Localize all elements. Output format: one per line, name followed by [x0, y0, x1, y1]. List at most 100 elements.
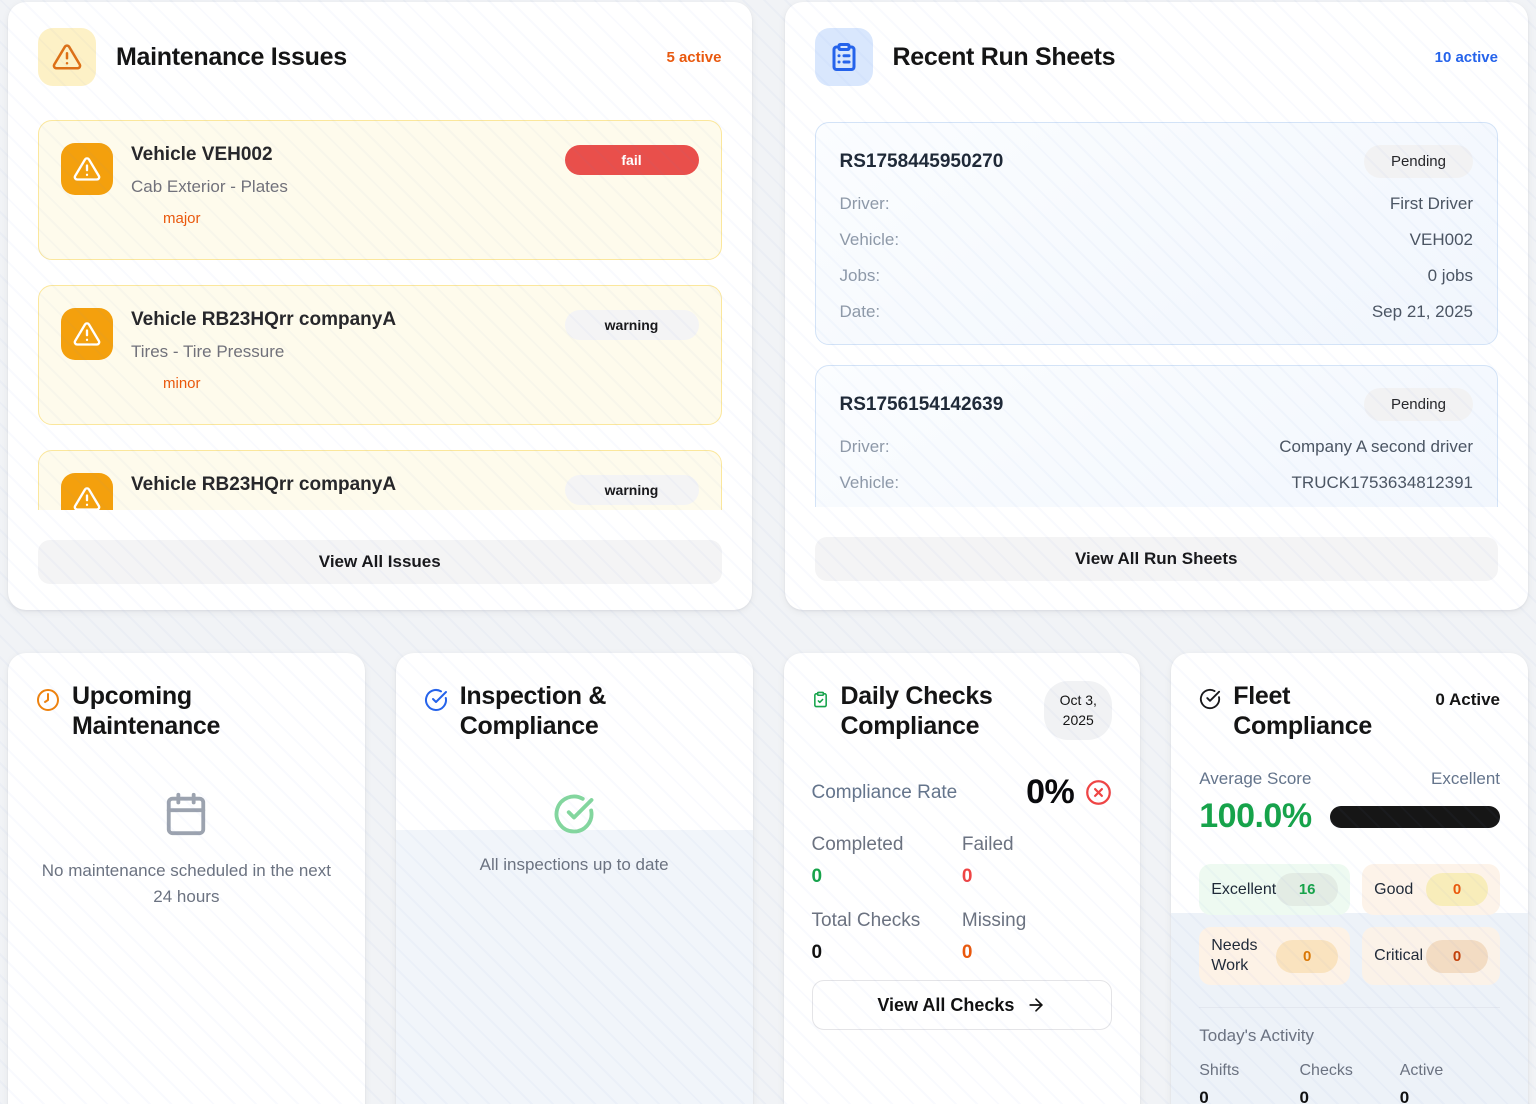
average-score-label: Average Score	[1199, 769, 1312, 788]
view-all-checks-button[interactable]: View All Checks	[811, 980, 1113, 1030]
issue-vehicle: Vehicle RB23HQrr companyA	[131, 309, 397, 330]
divider	[1199, 1007, 1500, 1008]
tile-count-pill: 0	[1426, 873, 1488, 906]
issue-status-badge: fail	[564, 145, 699, 175]
issue-detail: Tires - Tire Pressure	[131, 342, 285, 361]
issue-detail: Cab Exterior - Plates	[131, 177, 288, 196]
vehicle-label: Vehicle:	[839, 230, 900, 249]
compliance-rate-row: Compliance Rate 0%	[812, 773, 1113, 812]
active-count-badge: 10 active	[1434, 48, 1498, 66]
average-score-row: Average Score Excellent	[1199, 769, 1500, 789]
run-sheets-list: RS1758445950270 Pending Driver: First Dri…	[814, 122, 1498, 507]
view-all-issues-button[interactable]: View All Issues	[38, 540, 722, 584]
clipboard-check-icon	[812, 691, 829, 708]
date-label: Date:	[839, 302, 881, 321]
date-badge: Oct 3, 2025	[1044, 681, 1113, 740]
stat-total-checks: Total Checks 0	[811, 910, 921, 963]
card-title: Daily Checks Compliance	[840, 682, 993, 740]
tile-needs-work: Needs Work 0	[1199, 927, 1351, 985]
empty-message: All inspections up to date	[479, 855, 669, 874]
run-sheet-id: RS1756154142639	[839, 393, 1004, 415]
check-circle-icon	[1199, 688, 1221, 710]
check-circle-icon	[553, 793, 595, 835]
todays-activity: Shifts 0 Checks 0 Active 0	[1199, 1062, 1500, 1104]
card-title: Upcoming Maintenance	[72, 682, 221, 740]
x-circle-icon	[1085, 779, 1112, 806]
clipboard-icon	[814, 28, 873, 86]
date-value: Sep 21, 2025	[1371, 302, 1473, 321]
tile-good: Good 0	[1362, 864, 1500, 915]
issue-status-badge: warning	[564, 475, 699, 505]
issue-item[interactable]: Vehicle RB23HQrr companyA Tires - Tire P…	[38, 285, 722, 425]
todays-activity-title: Today's Activity	[1199, 1026, 1314, 1045]
vehicle-value: VEH002	[1409, 230, 1473, 249]
tile-excellent: Excellent 16	[1199, 864, 1351, 915]
run-sheets-header: Recent Run Sheets 10 active	[814, 28, 1498, 86]
activity-active: Active 0	[1399, 1062, 1444, 1104]
compliance-rate-value: 0%	[1026, 773, 1075, 811]
inspection-compliance-card: Inspection & Compliance All inspections …	[395, 653, 753, 1104]
stat-completed: Completed 0	[811, 834, 904, 887]
clock-icon	[36, 688, 60, 712]
driver-label: Driver:	[839, 437, 890, 456]
maintenance-issues-header: Maintenance Issues 5 active	[38, 28, 722, 86]
issue-item[interactable]: Vehicle RB23HQrr companyA warning	[38, 450, 722, 510]
warning-triangle-icon	[38, 28, 96, 86]
bottom-row: Upcoming Maintenance No maintenance sche…	[8, 653, 1528, 1104]
run-sheet-item[interactable]: RS1758445950270 Pending Driver: First Dri…	[814, 122, 1498, 345]
active-count-badge: 5 active	[666, 48, 722, 66]
fleet-score-tiles: Excellent 16 Good 0 Needs Work 0 Critica…	[1199, 864, 1500, 985]
card-title: Maintenance Issues	[116, 42, 347, 71]
issue-severity: minor	[163, 375, 201, 392]
tile-critical: Critical 0	[1362, 927, 1500, 985]
calendar-icon	[163, 791, 209, 837]
driver-label: Driver:	[839, 194, 890, 213]
run-sheet-status-badge: Pending	[1363, 388, 1473, 421]
maintenance-issues-card: Maintenance Issues 5 active Vehicle VEH0…	[8, 2, 752, 610]
driver-value: First Driver	[1389, 194, 1473, 213]
view-all-run-sheets-button[interactable]: View All Run Sheets	[814, 537, 1498, 581]
card-title: Fleet Compliance	[1233, 682, 1372, 740]
issue-vehicle: Vehicle VEH002	[131, 144, 273, 165]
upcoming-maintenance-card: Upcoming Maintenance No maintenance sche…	[8, 653, 365, 1104]
driver-value: Company A second driver	[1279, 437, 1473, 456]
card-title: Recent Run Sheets	[892, 42, 1116, 71]
tile-count-pill: 0	[1276, 939, 1339, 973]
stat-failed: Failed 0	[961, 834, 1014, 887]
top-row: Maintenance Issues 5 active Vehicle VEH0…	[8, 2, 1528, 610]
warning-triangle-icon	[61, 143, 113, 195]
tile-count-pill: 0	[1426, 939, 1488, 973]
warning-triangle-icon	[61, 473, 113, 510]
arrow-right-icon	[1026, 995, 1046, 1015]
run-sheet-status-badge: Pending	[1363, 145, 1473, 178]
activity-checks: Checks 0	[1299, 1062, 1353, 1104]
jobs-label: Jobs:	[839, 266, 881, 285]
issues-list: Vehicle VEH002 Cab Exterior - Plates fai…	[38, 120, 722, 510]
empty-state: All inspections up to date	[424, 793, 725, 875]
average-score-value: 100.0%	[1199, 797, 1312, 835]
run-sheets-card: Recent Run Sheets 10 active RS1758445950…	[784, 2, 1528, 610]
score-progress-bar	[1330, 805, 1500, 828]
check-circle-icon	[424, 688, 448, 712]
run-sheet-item[interactable]: RS1756154142639 Pending Driver: Company A…	[814, 365, 1498, 507]
activity-shifts: Shifts 0	[1199, 1062, 1240, 1104]
empty-message: No maintenance scheduled in the next 24 …	[41, 861, 331, 906]
daily-checks-card: Daily Checks Compliance Oct 3, 2025 Comp…	[783, 653, 1141, 1104]
vehicle-label: Vehicle:	[839, 473, 900, 492]
empty-state-panel	[395, 830, 753, 1104]
fleet-compliance-card: Fleet Compliance 0 Active Average Score …	[1171, 653, 1528, 1104]
issue-status-badge: warning	[564, 310, 699, 340]
empty-state: No maintenance scheduled in the next 24 …	[36, 791, 337, 909]
issue-severity: major	[163, 210, 201, 227]
jobs-value: 0 jobs	[1427, 266, 1473, 285]
issue-vehicle: Vehicle RB23HQrr companyA	[131, 474, 397, 495]
tile-count-pill: 16	[1276, 873, 1339, 906]
warning-triangle-icon	[61, 308, 113, 360]
card-title: Inspection & Compliance	[459, 682, 607, 740]
stat-missing: Missing 0	[961, 910, 1027, 963]
issue-item[interactable]: Vehicle VEH002 Cab Exterior - Plates fai…	[38, 120, 722, 260]
compliance-rate-label: Compliance Rate	[811, 781, 958, 803]
active-count-badge: 0 Active	[1435, 690, 1500, 709]
daily-checks-stats: Completed 0 Failed 0 Total Checks 0 Miss…	[812, 834, 1113, 964]
